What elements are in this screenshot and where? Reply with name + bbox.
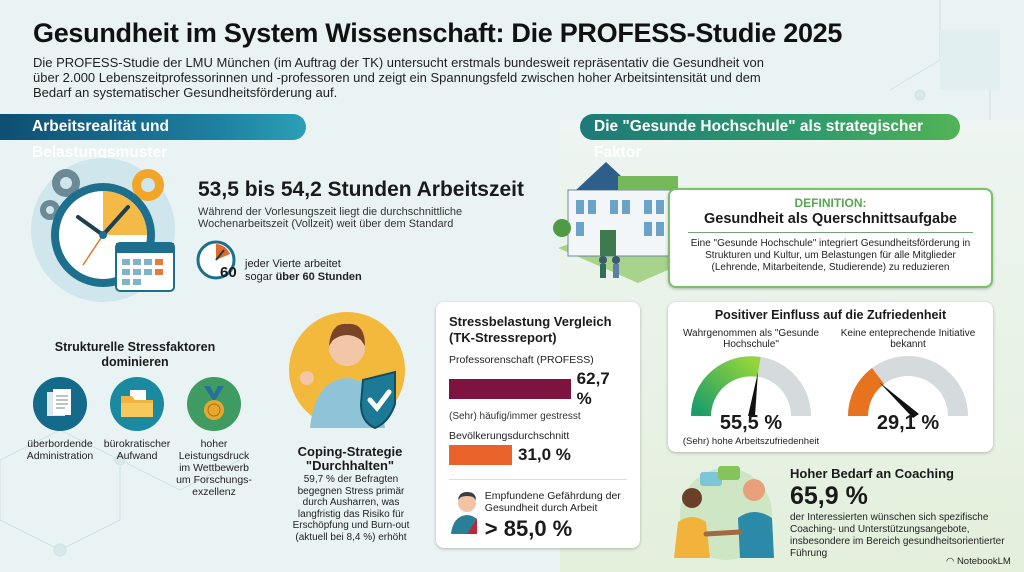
bar-row-population: 31,0 % (449, 445, 627, 465)
stress-card-title: Stressbelastung Vergleich (TK-Stressrepo… (449, 314, 612, 345)
bar-label-population: Bevölkerungsdurchschnitt (449, 430, 570, 442)
factor-label-administration: überbordende Administration (26, 438, 94, 462)
definition-text: Eine "Gesunde Hochschule" integriert Ges… (690, 238, 971, 273)
notebooklm-brand: NotebookLM (956, 556, 1011, 567)
clock-calendar-icon (31, 158, 175, 302)
page-title: Gesundheit im System Wissenschaft: Die P… (33, 18, 843, 48)
bar-note-professors: (Sehr) häufig/immer gestresst (449, 411, 581, 422)
quarter-fact: jeder Vierte arbeitet sogar über 60 Stun… (245, 258, 362, 284)
quarter-line-1: jeder Vierte arbeitet (245, 258, 341, 270)
gauge-dial-no-initiative (848, 356, 968, 418)
structural-stress-title: Strukturelle Stressfaktoren dominieren (54, 340, 216, 369)
stress-comparison-card: Stressbelastung Vergleich (TK-Stressrepo… (436, 302, 640, 548)
section-heading-healthy-university: Die "Gesunde Hochschule" als strategisch… (580, 114, 960, 161)
health-risk-label: Empfundene Gefährdung der Gesundheit dur… (484, 490, 621, 514)
gauge-no-initiative: Keine enteprechende Initiative bekannt 2… (833, 328, 983, 434)
gauge-caption-no-initiative: Keine enteprechende Initiative bekannt (840, 328, 976, 350)
person-warning-icon: ! (451, 492, 477, 534)
bar-label-professors: Professorenschaft (PROFESS) (449, 354, 594, 366)
satisfaction-title: Positiver Einfluss auf die Zufriedenheit (714, 308, 947, 322)
definition-card: DEFINITION: Gesundheit als Querschnittsa… (668, 188, 993, 288)
coaching-value: 65,9 % (790, 482, 868, 510)
health-risk-value: > 85,0 % (484, 516, 573, 541)
gauge-note-healthy: (Sehr) hohe Arbeitszufriedenheit (682, 436, 820, 447)
folder-icon (110, 377, 164, 431)
health-risk-row: ! Empfundene Gefährdung der Gesundheit d… (449, 490, 627, 542)
timer-value: 60 (220, 264, 237, 281)
working-hours-title: 53,5 bis 54,2 Stunden Arbeitszeit (198, 178, 524, 201)
medal-icon (187, 377, 241, 431)
quarter-line-2: sogar über 60 Stunden (245, 271, 362, 284)
gauge-value-healthy: 55,5 % (719, 412, 783, 434)
definition-divider (688, 232, 973, 233)
gauge-healthy-university: Wahrgenommen als "Gesunde Hochschule" 55… (676, 328, 826, 447)
factor-label-bureaucracy: bürokratischer Aufwand (103, 438, 171, 462)
bar-row-professors: 62,7 % (449, 369, 627, 409)
gauge-caption-healthy: Wahrgenommen als "Gesunde Hochschule" (682, 328, 820, 350)
hex-pattern-decoration-top (889, 0, 1000, 120)
gauge-value-no-initiative: 29,1 % (876, 412, 940, 434)
working-hours-subtitle: Während der Vorlesungszeit liegt die dur… (198, 206, 463, 230)
factor-label-performance-pressure: hoher Leistungsdruck im Wettbewerb um Fo… (176, 438, 252, 498)
coaching-handshake-illustration (674, 466, 774, 560)
timer-icon (196, 240, 236, 280)
notebooklm-watermark: ◠ NotebookLM (946, 556, 1011, 567)
bar-value-professors: 62,7 % (576, 369, 610, 408)
card-divider (449, 479, 627, 480)
section-heading-work-reality: Arbeitsrealität und Belastungsmuster (0, 114, 306, 161)
notebooklm-logo-icon: ◠ (946, 556, 957, 567)
coping-strategy-text: 59,7 % der Befragten begegnen Stress pri… (292, 474, 410, 543)
bar-professors (449, 379, 571, 399)
quarter-bold: über 60 Stunden (275, 271, 362, 283)
quarter-prefix: sogar (245, 271, 276, 283)
bar-value-population: 31,0 % (518, 445, 571, 464)
intro-text: Die PROFESS-Studie der LMU München (im A… (33, 55, 764, 100)
bar-population (449, 445, 512, 465)
definition-title: Gesundheit als Querschnittsaufgabe (704, 211, 957, 227)
documents-icon (33, 377, 87, 431)
coping-strategy-title: Coping-Strategie "Durchhalten" (297, 444, 403, 473)
satisfaction-card: Positiver Einfluss auf die Zufriedenheit… (668, 302, 993, 452)
woman-with-shield-illustration (289, 312, 405, 430)
definition-label: DEFINITION: (794, 196, 867, 210)
coaching-title: Hoher Bedarf an Coaching (790, 466, 954, 481)
coaching-text: der Interessierten wünschen sich spezifi… (790, 512, 1005, 559)
gauge-dial-healthy (691, 356, 811, 417)
